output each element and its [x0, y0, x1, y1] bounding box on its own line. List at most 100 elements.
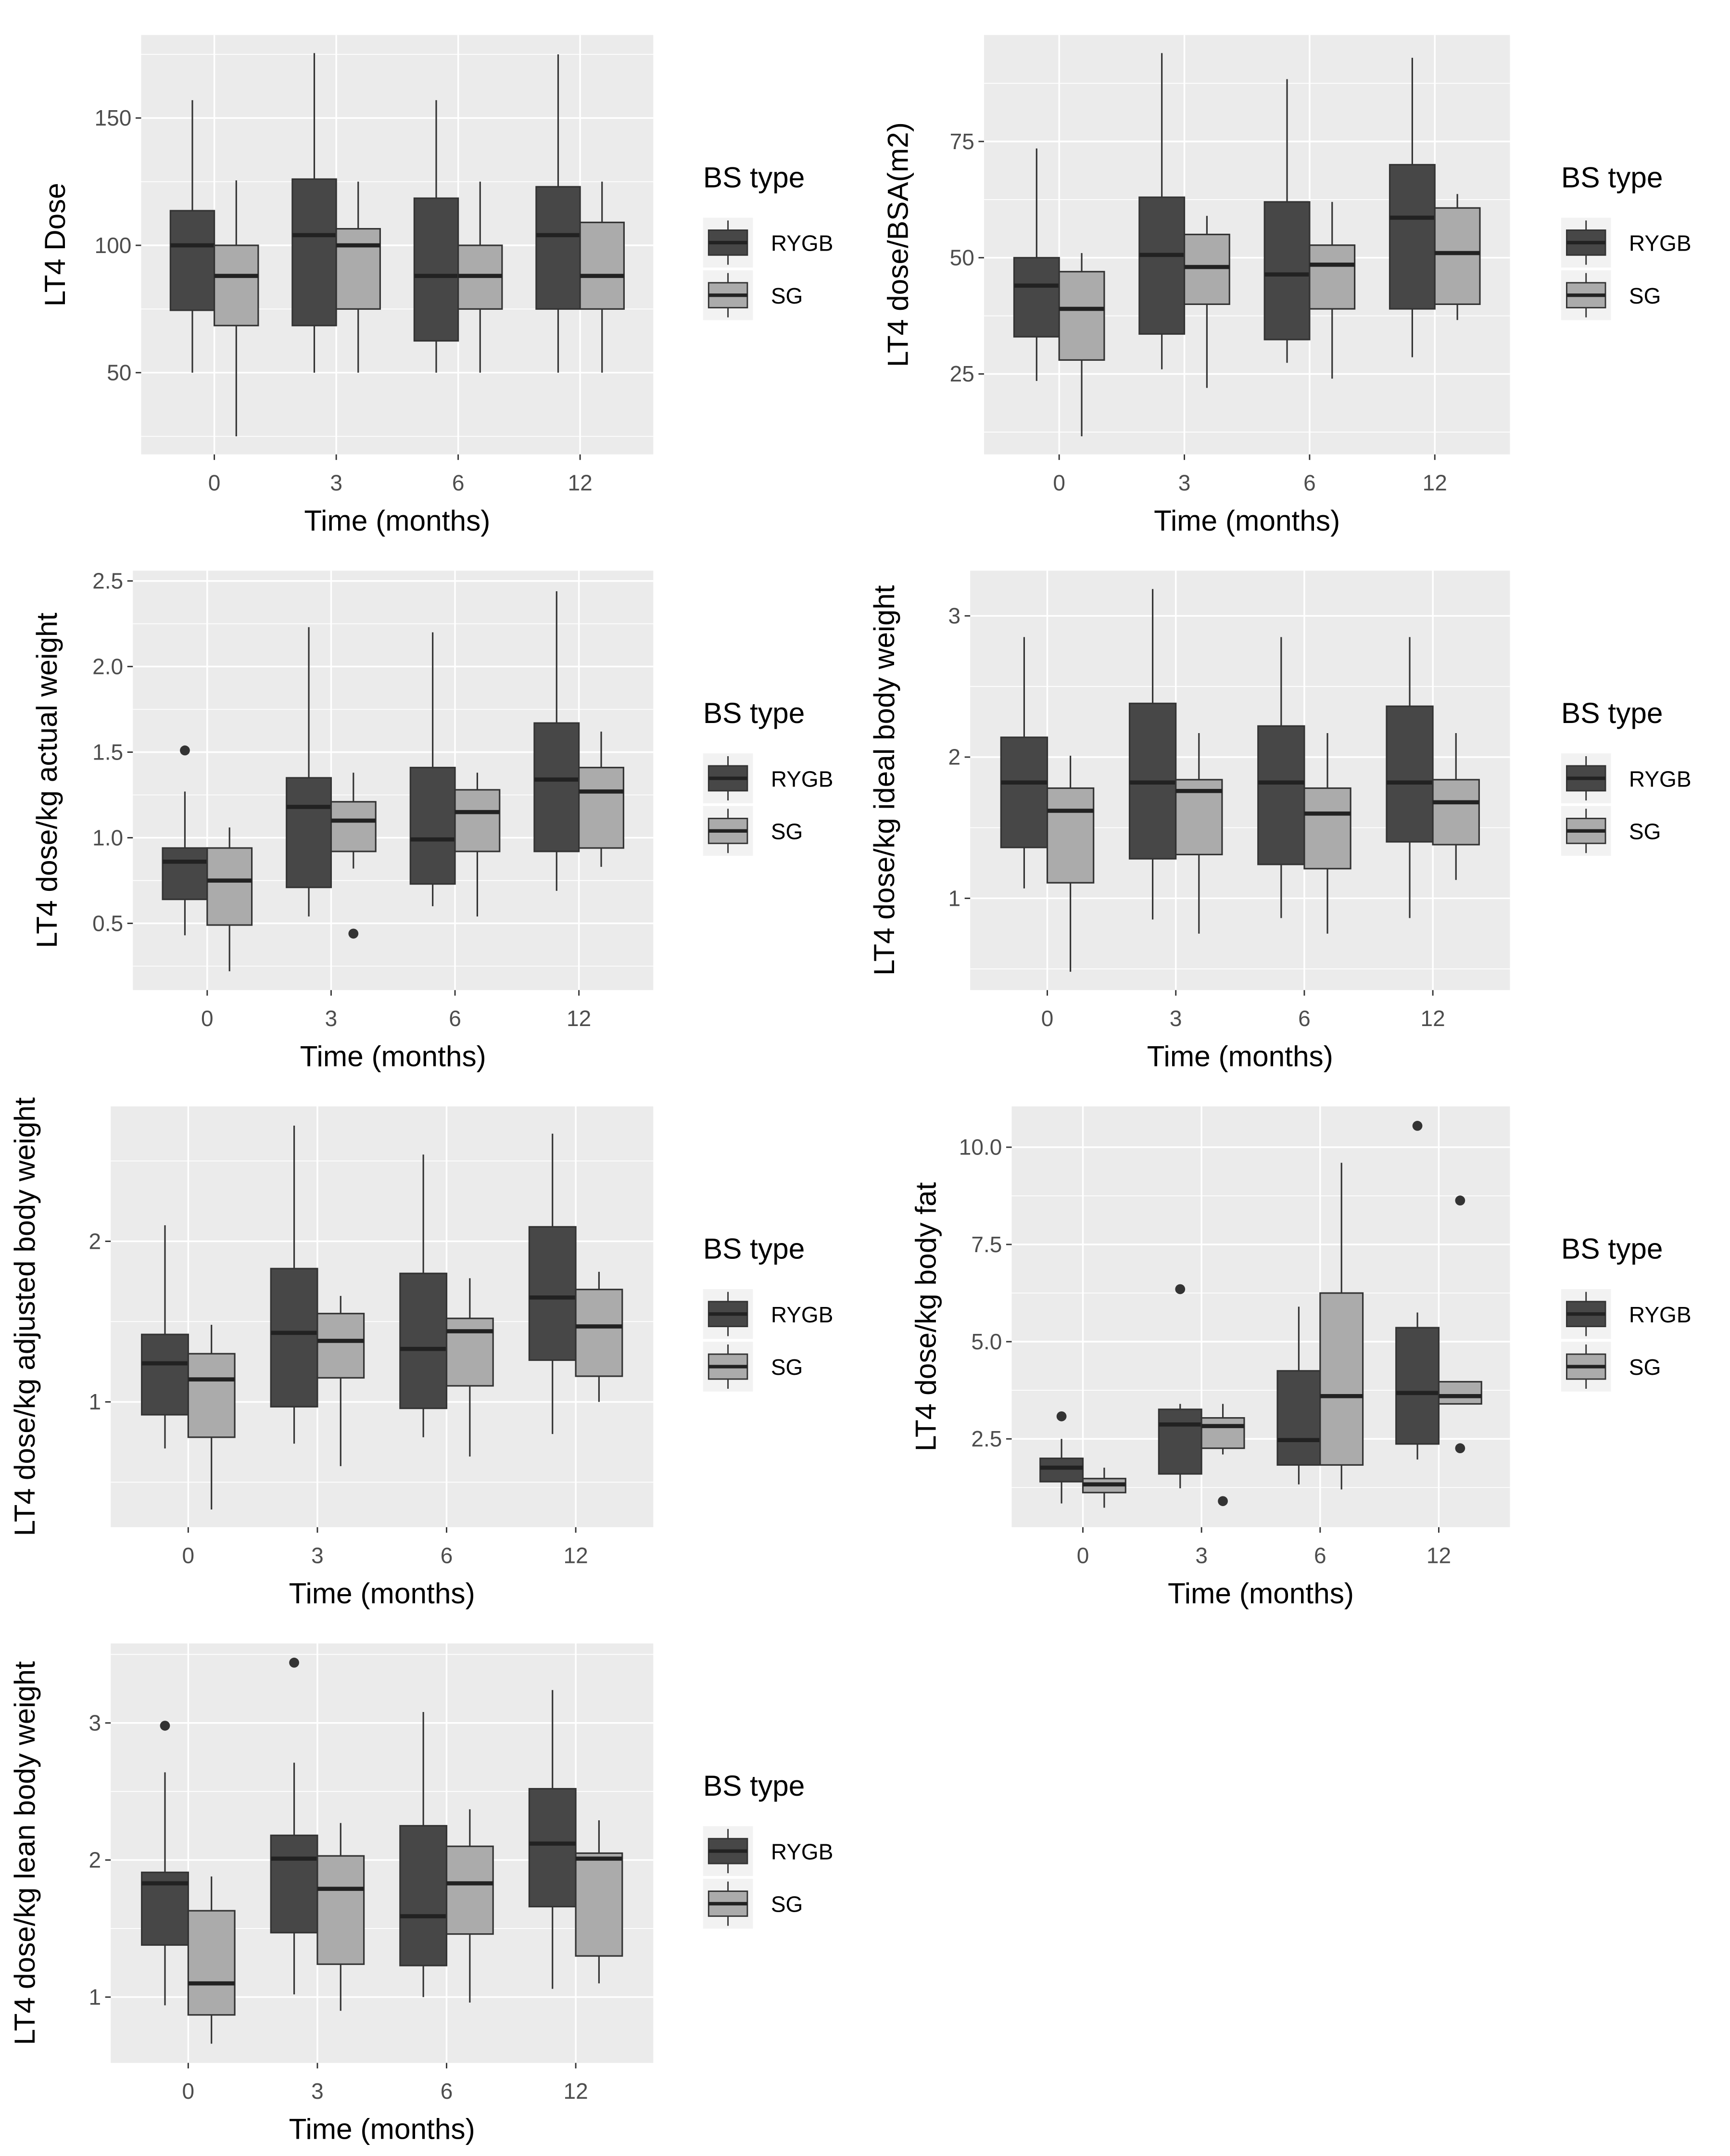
box-sg	[187, 1910, 236, 2016]
box-rygb	[1013, 257, 1060, 338]
legend-label-sg: SG	[1629, 1355, 1661, 1380]
x-tick-label: 6	[449, 1006, 461, 1031]
box-rygb	[1158, 1408, 1202, 1475]
box-sg	[454, 789, 501, 852]
box-sg	[335, 228, 381, 310]
x-tick-label: 6	[441, 2079, 453, 2104]
outlier-point	[1455, 1195, 1465, 1206]
legend-label-sg: SG	[771, 819, 803, 844]
y-axis-title: LT4 dose/kg actual weight	[30, 612, 63, 948]
y-tick-label: 5.0	[971, 1329, 1002, 1354]
outlier-point	[1218, 1496, 1228, 1506]
y-tick-label: 0.5	[92, 911, 123, 936]
y-tick-label: 2	[88, 1229, 101, 1254]
y-tick-label: 7.5	[971, 1232, 1002, 1257]
x-tick-label: 12	[1427, 1543, 1451, 1568]
box-rygb	[399, 1825, 448, 1966]
x-axis-title: Time (months)	[304, 504, 490, 537]
x-tick-label: 3	[311, 1543, 324, 1568]
box-rygb	[162, 847, 208, 900]
panel-6: 2.5 5.0 7.5 10.0 0 3 6 12 Time (months) LT4 dose/…	[909, 1106, 1692, 1610]
box-sg	[578, 767, 624, 849]
box-rygb	[270, 1268, 318, 1408]
box-rygb	[1039, 1458, 1084, 1483]
y-tick-label: 1	[88, 1984, 101, 2009]
box-rygb	[270, 1834, 318, 1934]
legend-label-rygb: RYGB	[1629, 766, 1692, 791]
x-tick-label: 3	[1170, 1006, 1182, 1031]
panel-1: 50 100 150 0 3 6 12 Time (months) LT4 Dose BS typ…	[38, 35, 833, 537]
box-rygb	[286, 777, 332, 888]
outlier-point	[348, 928, 359, 939]
y-axis-title: LT4 dose/kg adjusted body weight	[8, 1097, 41, 1536]
x-tick-label: 6	[452, 470, 465, 495]
y-tick-label: 10.0	[959, 1135, 1002, 1160]
y-tick-label: 1	[948, 886, 960, 911]
box-rygb	[1395, 1327, 1440, 1445]
x-axis-title: Time (months)	[1168, 1577, 1354, 1610]
x-tick-label: 3	[1195, 1543, 1208, 1568]
legend-label-sg: SG	[771, 1355, 803, 1380]
box-rygb	[1257, 725, 1305, 865]
y-tick-label: 2	[948, 745, 960, 770]
x-tick-label: 0	[1041, 1006, 1054, 1031]
box-sg	[575, 1289, 623, 1377]
x-tick-label: 12	[1421, 1006, 1445, 1031]
outlier-point	[289, 1658, 299, 1668]
x-tick-label: 12	[568, 470, 593, 495]
legend-label-sg: SG	[771, 283, 803, 308]
x-tick-label: 12	[563, 1543, 588, 1568]
legend-title: BS type	[703, 697, 805, 729]
legend-label-rygb: RYGB	[771, 766, 833, 791]
box-rygb	[535, 186, 581, 310]
y-tick-label: 2.5	[971, 1426, 1002, 1451]
x-tick-label: 0	[1053, 470, 1065, 495]
box-sg	[1434, 207, 1481, 305]
x-tick-label: 12	[563, 2079, 588, 2104]
x-tick-label: 6	[1298, 1006, 1311, 1031]
outlier-point	[1175, 1284, 1186, 1294]
legend-title: BS type	[1561, 1232, 1663, 1265]
box-rygb	[169, 210, 215, 311]
legend-title: BS type	[1561, 697, 1663, 729]
box-sg	[445, 1318, 494, 1387]
box-rygb	[413, 197, 459, 342]
y-tick-label: 150	[95, 105, 132, 130]
y-tick-label: 3	[948, 603, 960, 628]
x-axis-title: Time (months)	[1154, 504, 1340, 537]
y-tick-label: 1.5	[92, 739, 123, 764]
box-rygb	[141, 1333, 189, 1416]
legend-label-rygb: RYGB	[1629, 1302, 1692, 1327]
box-rygb	[291, 178, 337, 327]
box-sg	[1303, 787, 1351, 870]
y-tick-label: 25	[950, 361, 974, 386]
x-tick-label: 3	[1178, 470, 1191, 495]
legend-label-sg: SG	[1629, 819, 1661, 844]
y-tick-label: 2.0	[92, 654, 123, 679]
legend-title: BS type	[703, 1232, 805, 1265]
x-axis-title: Time (months)	[300, 1040, 486, 1073]
box-sg	[316, 1313, 365, 1379]
box-rygb	[1389, 164, 1436, 310]
y-tick-label: 50	[107, 360, 131, 385]
legend-title: BS type	[703, 161, 805, 193]
x-tick-label: 0	[182, 1543, 195, 1568]
box-sg	[187, 1353, 236, 1438]
y-tick-label: 3	[88, 1711, 101, 1736]
box-sg	[445, 1845, 494, 1935]
outlier-point	[180, 745, 190, 756]
box-rygb	[1263, 201, 1311, 341]
x-tick-label: 0	[201, 1006, 214, 1031]
legend-title: BS type	[703, 1769, 805, 1802]
x-tick-label: 6	[1314, 1543, 1326, 1568]
x-tick-label: 3	[330, 470, 342, 495]
x-tick-label: 6	[441, 1543, 453, 1568]
box-rygb	[399, 1272, 448, 1409]
legend-title: BS type	[1561, 161, 1663, 193]
box-rygb	[1138, 196, 1186, 335]
box-sg	[1058, 271, 1105, 361]
x-tick-label: 6	[1303, 470, 1316, 495]
outlier-point	[1455, 1443, 1465, 1454]
